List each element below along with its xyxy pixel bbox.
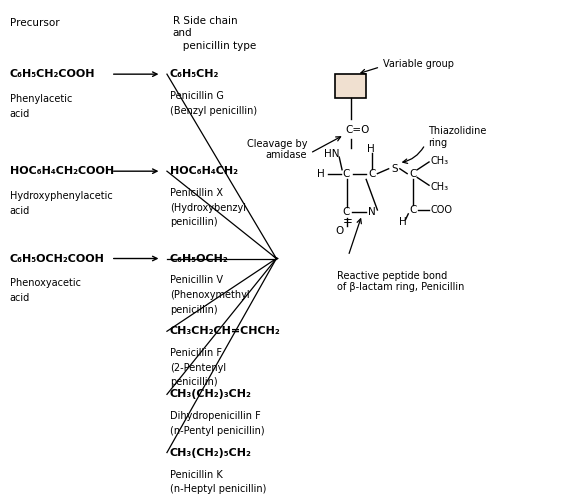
Text: HOC₆H₄CH₂COOH: HOC₆H₄CH₂COOH	[10, 166, 114, 176]
Text: Reactive peptide bond
of β-lactam ring, Penicillin: Reactive peptide bond of β-lactam ring, …	[337, 271, 464, 292]
Text: acid: acid	[10, 294, 30, 304]
Text: (2-Pentenyl: (2-Pentenyl	[170, 363, 226, 373]
Text: C=O: C=O	[345, 125, 370, 135]
Text: Phenoxyacetic: Phenoxyacetic	[10, 278, 81, 288]
Text: C₆H₅OCH₂: C₆H₅OCH₂	[170, 253, 228, 263]
Text: H: H	[318, 169, 325, 179]
Text: Cleavage by
amidase: Cleavage by amidase	[247, 138, 307, 160]
Text: (Phenoxymethyl: (Phenoxymethyl	[170, 290, 249, 300]
Text: (n-Heptyl penicillin): (n-Heptyl penicillin)	[170, 484, 266, 494]
Text: Precursor: Precursor	[10, 18, 59, 28]
Text: H: H	[367, 144, 374, 154]
Bar	[336, 74, 366, 98]
Text: R Side chain
and
   penicillin type: R Side chain and penicillin type	[173, 16, 256, 51]
Text: CH₃CH₂CH=CHCH₂: CH₃CH₂CH=CHCH₂	[170, 326, 280, 336]
Text: penicillin): penicillin)	[170, 305, 217, 314]
Text: Hydroxyphenylacetic: Hydroxyphenylacetic	[10, 190, 113, 200]
Text: (n-Pentyl penicillin): (n-Pentyl penicillin)	[170, 426, 265, 436]
Text: O: O	[336, 226, 344, 236]
Text: COO: COO	[431, 205, 453, 215]
Text: Thiazolidine
ring: Thiazolidine ring	[428, 126, 486, 148]
Text: Penicillin K: Penicillin K	[170, 470, 223, 480]
Text: C₆H₅CH₂COOH: C₆H₅CH₂COOH	[10, 69, 95, 79]
Text: C₆H₅OCH₂COOH: C₆H₅OCH₂COOH	[10, 253, 105, 263]
Text: N: N	[368, 207, 376, 217]
Text: C: C	[368, 169, 376, 179]
Text: acid: acid	[10, 206, 30, 216]
Text: penicillin): penicillin)	[170, 217, 217, 227]
Text: Penicillin G: Penicillin G	[170, 91, 224, 101]
Text: (Hydroxybenzyl: (Hydroxybenzyl	[170, 203, 246, 213]
Text: S: S	[391, 164, 398, 174]
Text: Variable group: Variable group	[383, 60, 454, 69]
Text: HOC₆H₄CH₂: HOC₆H₄CH₂	[170, 166, 238, 176]
Text: C: C	[343, 207, 350, 217]
Text: Penicillin V: Penicillin V	[170, 275, 223, 286]
Text: CH₃: CH₃	[431, 156, 449, 166]
Text: H: H	[399, 217, 407, 227]
Text: penicillin): penicillin)	[170, 377, 217, 387]
Text: CH₃(CH₂)₅CH₂: CH₃(CH₂)₅CH₂	[170, 447, 252, 458]
Text: =: =	[343, 215, 352, 228]
Text: Penicillin F: Penicillin F	[170, 348, 222, 358]
Text: Dihydropenicillin F: Dihydropenicillin F	[170, 411, 261, 421]
Text: Penicillin X: Penicillin X	[170, 188, 223, 198]
Text: CH₃: CH₃	[431, 182, 449, 192]
Text: C: C	[409, 169, 416, 179]
Text: C₆H₅CH₂: C₆H₅CH₂	[170, 69, 219, 79]
Text: C: C	[343, 169, 350, 179]
Text: HN: HN	[324, 149, 339, 159]
Text: (Benzyl penicillin): (Benzyl penicillin)	[170, 106, 257, 116]
Text: C: C	[409, 205, 416, 215]
Text: acid: acid	[10, 109, 30, 119]
Text: CH₃(CH₂)₃CH₂: CH₃(CH₂)₃CH₂	[170, 389, 252, 399]
Text: Phenylacetic: Phenylacetic	[10, 94, 72, 104]
